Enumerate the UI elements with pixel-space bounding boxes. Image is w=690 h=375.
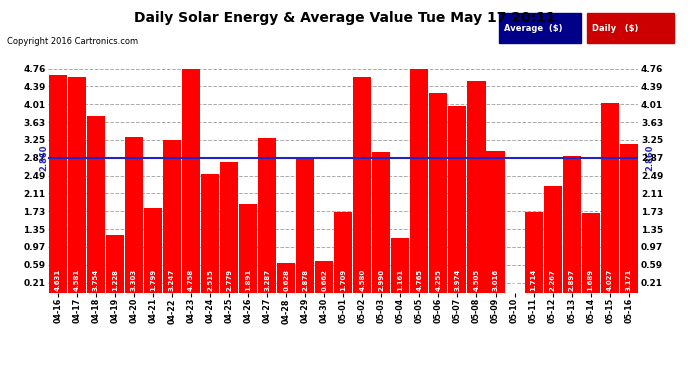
Text: 4.765: 4.765 [416,269,422,291]
Text: 4.255: 4.255 [435,269,442,291]
Text: 0.662: 0.662 [322,269,327,291]
Text: 2.860: 2.860 [39,145,48,171]
Bar [258,138,276,292]
Text: 2.897: 2.897 [569,269,575,291]
Bar [467,81,486,292]
FancyBboxPatch shape [586,13,674,44]
Text: Average  ($): Average ($) [504,24,562,33]
Text: Daily Solar Energy & Average Value Tue May 17 20:11: Daily Solar Energy & Average Value Tue M… [134,11,556,25]
Bar [201,174,219,292]
Bar [182,69,200,292]
Text: 1.891: 1.891 [245,269,251,291]
Bar [620,144,638,292]
Text: 1.228: 1.228 [112,269,118,291]
Bar [524,212,542,292]
Text: 1.689: 1.689 [588,269,593,291]
Bar [411,69,428,292]
Text: 0.000: 0.000 [511,269,518,291]
Bar [315,261,333,292]
Bar [601,104,619,292]
Bar [448,106,466,292]
Text: 4.758: 4.758 [188,269,194,291]
Bar [544,186,562,292]
Bar [391,238,409,292]
Text: 2.779: 2.779 [226,269,232,291]
Text: 2.515: 2.515 [207,269,213,291]
Bar [373,152,391,292]
Bar [486,151,504,292]
Bar [144,208,162,292]
Text: 4.027: 4.027 [607,269,613,291]
Text: Daily   ($): Daily ($) [592,24,638,33]
Text: 0.628: 0.628 [283,269,289,291]
Bar [429,93,448,292]
Text: 3.974: 3.974 [455,269,460,291]
Text: 3.754: 3.754 [93,269,99,291]
Text: 4.631: 4.631 [55,269,61,291]
Text: 4.505: 4.505 [473,269,480,291]
Bar [334,212,353,292]
Bar [68,77,86,292]
Bar [106,235,124,292]
Text: 3.303: 3.303 [131,269,137,291]
Text: 3.287: 3.287 [264,269,270,291]
Text: 3.247: 3.247 [169,269,175,291]
Text: 2.990: 2.990 [378,269,384,291]
Text: 2.878: 2.878 [302,269,308,291]
Text: 4.580: 4.580 [359,269,365,291]
Bar [277,263,295,292]
FancyBboxPatch shape [499,13,581,44]
Bar [353,77,371,292]
Text: 3.171: 3.171 [626,269,632,291]
Text: Copyright 2016 Cartronics.com: Copyright 2016 Cartronics.com [7,38,138,46]
Text: 1.161: 1.161 [397,269,404,291]
Text: 4.581: 4.581 [74,269,80,291]
Text: 1.799: 1.799 [150,269,156,291]
Bar [582,213,600,292]
Text: 2.267: 2.267 [550,269,555,291]
Text: 3.016: 3.016 [493,269,498,291]
Bar [125,137,143,292]
Bar [49,75,67,292]
Bar [239,204,257,292]
Bar [562,156,581,292]
Bar [296,158,314,292]
Text: 2.860: 2.860 [646,145,655,171]
Bar [163,140,181,292]
Text: 1.709: 1.709 [340,269,346,291]
Bar [220,162,238,292]
Text: 1.714: 1.714 [531,269,537,291]
Bar [87,116,105,292]
